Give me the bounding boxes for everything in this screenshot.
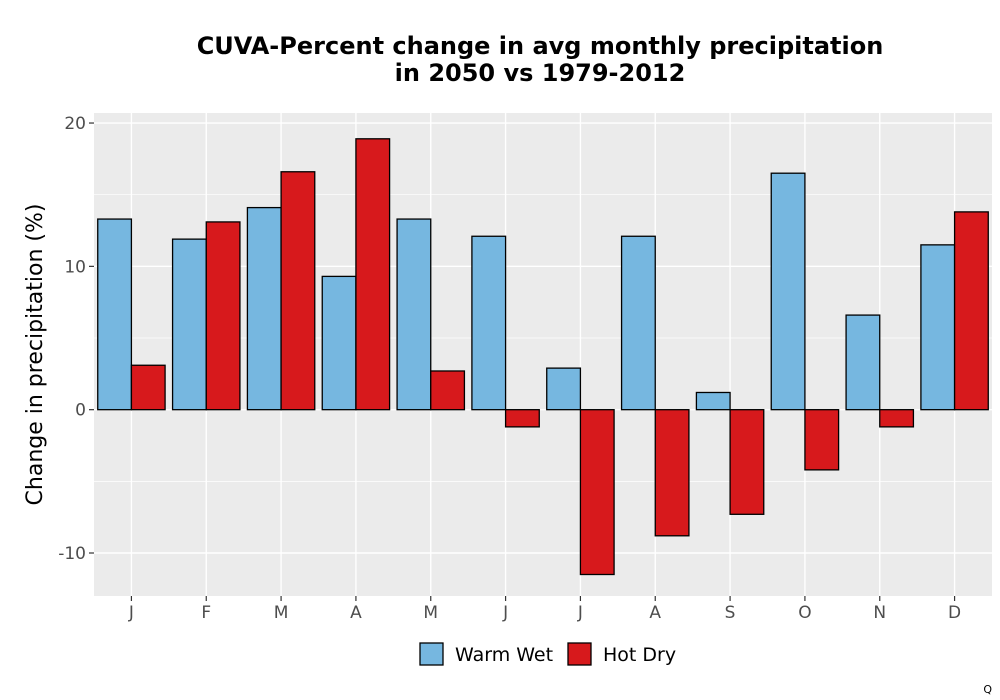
legend-swatch <box>567 642 592 666</box>
bar-warm-wet <box>97 218 133 411</box>
chart-title: CUVA-Percent change in avg monthly preci… <box>196 32 884 60</box>
legend-label: Warm Wet <box>455 644 553 666</box>
bar-warm-wet <box>246 206 282 411</box>
corner-mark: Q <box>983 683 992 696</box>
bar-hot-dry <box>729 409 765 515</box>
x-tick-label: J <box>502 603 508 623</box>
y-axis-title: Change in precipitation (%) <box>23 204 48 506</box>
x-tick-label: J <box>128 603 134 623</box>
y-tick-label: -10 <box>58 544 86 564</box>
y-tick-label: 10 <box>64 257 86 277</box>
bar-hot-dry <box>579 409 615 576</box>
bar-warm-wet <box>546 367 582 411</box>
bar-hot-dry <box>879 409 915 428</box>
bar-warm-wet <box>171 238 207 411</box>
bar-warm-wet <box>321 275 357 411</box>
x-tick-label: A <box>350 603 362 623</box>
bar-warm-wet <box>920 244 956 411</box>
bar-hot-dry <box>654 409 690 537</box>
x-tick-label: D <box>948 603 961 623</box>
bar-hot-dry <box>953 211 989 411</box>
bar-warm-wet <box>471 235 507 411</box>
bar-hot-dry <box>504 409 540 428</box>
bar-hot-dry <box>280 171 316 411</box>
y-tick-label: 20 <box>64 114 86 134</box>
plot-panel <box>94 113 992 596</box>
x-tick-label: M <box>423 603 438 623</box>
x-tick-label: N <box>873 603 886 623</box>
bar-hot-dry <box>205 221 241 411</box>
bar-hot-dry <box>130 364 166 411</box>
x-tick-label: F <box>201 603 211 623</box>
legend-label: Hot Dry <box>603 644 676 666</box>
bar-hot-dry <box>804 409 840 471</box>
y-tick-label: 0 <box>75 401 86 421</box>
bar-warm-wet <box>770 172 806 411</box>
x-tick-label: M <box>274 603 289 623</box>
x-tick-label: A <box>649 603 661 623</box>
bar-warm-wet <box>695 391 731 411</box>
x-tick-label: O <box>798 603 811 623</box>
x-tick-label: S <box>725 603 736 623</box>
x-tick-label: J <box>577 603 583 623</box>
bar-warm-wet <box>845 314 881 411</box>
bar-warm-wet <box>396 218 432 411</box>
chart-subtitle: in 2050 vs 1979-2012 <box>394 59 686 87</box>
legend-swatch <box>419 642 444 666</box>
bar-hot-dry <box>430 370 466 411</box>
bar-hot-dry <box>355 138 391 411</box>
bar-warm-wet <box>620 235 656 411</box>
